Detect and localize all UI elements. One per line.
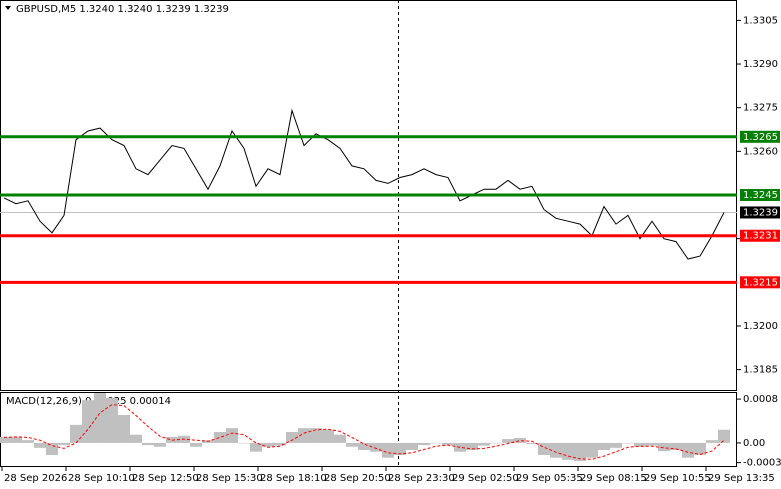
macd-bar: [393, 442, 407, 455]
level-label: 1.3245: [743, 190, 778, 201]
last-price-box: [740, 206, 780, 219]
x-tick-label: 28 Sep 2026: [4, 473, 67, 484]
macd-bar: [513, 437, 527, 443]
macd-bar: [249, 442, 263, 452]
x-tick-label: 29 Sep 02:50: [452, 473, 519, 484]
macd-bar: [153, 442, 167, 447]
macd-bar: [489, 442, 503, 444]
macd-bar: [369, 442, 383, 452]
level-label: 1.3265: [743, 132, 778, 143]
macd-bar: [705, 440, 719, 443]
macd-bar: [585, 442, 599, 458]
macd-bar: [309, 428, 323, 443]
macd-bar: [657, 442, 671, 452]
x-tick-label: 28 Sep 15:30: [196, 473, 263, 484]
macd-bar: [609, 442, 623, 448]
macd-bar: [441, 442, 455, 446]
macd-bar: [633, 442, 647, 447]
macd-bar: [501, 439, 515, 443]
macd-bar: [117, 414, 131, 443]
macd-bar: [141, 442, 155, 446]
macd-bar: [213, 431, 227, 443]
macd-panel-frame: [0, 392, 737, 467]
x-tick-label: 28 Sep 10:10: [68, 473, 135, 484]
x-tick-label: 29 Sep 10:55: [644, 473, 711, 484]
price-line: [3, 108, 725, 260]
level-label-box: [740, 189, 780, 201]
macd-bar: [465, 442, 479, 451]
macd-bar: [681, 442, 695, 458]
macd-bar: [189, 442, 203, 447]
signal-line: [3, 404, 725, 460]
macd-bar: [33, 442, 47, 448]
level-label-box: [740, 130, 780, 143]
y-tick-label: 1.3200: [743, 321, 778, 332]
y-tick-label: 0.00: [743, 438, 765, 449]
macd-bar: [417, 442, 431, 446]
x-tick-label: 29 Sep 08:15: [580, 473, 647, 484]
x-tick-label: 28 Sep 23:30: [388, 473, 455, 484]
macd-bar: [537, 442, 551, 455]
macd-bar: [345, 442, 359, 447]
macd-bar: [93, 393, 107, 443]
macd-bar: [81, 400, 95, 443]
x-tick-label: 29 Sep 13:35: [708, 473, 775, 484]
y-tick-label: 1.3260: [743, 146, 778, 157]
macd-bar: [297, 428, 311, 443]
x-tick-label: 29 Sep 05:35: [516, 473, 583, 484]
y-tick-label: 1.3305: [743, 15, 778, 26]
macd-bar: [273, 442, 287, 446]
macd-bar: [477, 442, 491, 446]
macd-bar: [717, 429, 731, 443]
macd-bar: [669, 442, 683, 451]
macd-bar: [69, 424, 83, 443]
macd-bar: [105, 398, 119, 443]
y-tick-label: 1.3185: [743, 365, 778, 376]
macd-bar: [645, 442, 659, 446]
y-tick-label: 1.3275: [743, 103, 778, 114]
macd-bar: [549, 442, 563, 458]
level-label: 1.3215: [743, 277, 778, 288]
macd-bar: [237, 442, 251, 444]
macd-bar: [21, 440, 35, 443]
macd-bar: [597, 442, 611, 451]
y-tick-label: 0.0008: [743, 394, 778, 405]
macd-bar: [225, 428, 239, 443]
macd-bar: [429, 442, 443, 444]
macd-bar: [285, 431, 299, 443]
macd-bar: [9, 436, 23, 443]
last-price-label: 1.3239: [743, 207, 778, 218]
macd-bar: [45, 442, 59, 455]
price-title: GBPUSD,M5 1.3240 1.3240 1.3239 1.3239: [16, 4, 229, 15]
macd-bar: [333, 434, 347, 443]
macd-bar: [0, 436, 11, 443]
macd-bar: [525, 442, 539, 445]
macd-bar: [321, 429, 335, 443]
menu-arrow[interactable]: [5, 6, 11, 10]
level-label-box: [740, 276, 780, 289]
macd-bar: [405, 442, 419, 451]
macd-bar: [693, 442, 707, 455]
macd-bar: [621, 442, 635, 444]
x-tick-label: 28 Sep 18:10: [260, 473, 327, 484]
x-tick-label: 28 Sep 20:50: [324, 473, 391, 484]
macd-bar: [381, 442, 395, 458]
macd-bar: [357, 442, 371, 451]
macd-bar: [261, 442, 275, 447]
macd-bar: [561, 442, 575, 460]
macd-bar: [573, 442, 587, 461]
macd-bar: [129, 434, 143, 443]
level-label-box: [740, 229, 780, 242]
level-label: 1.3231: [743, 231, 778, 242]
y-tick-label: 1.3290: [743, 59, 778, 70]
x-tick-label: 28 Sep 12:50: [132, 473, 199, 484]
y-tick-label: -0.00036: [743, 458, 781, 469]
macd-bar: [57, 442, 71, 446]
